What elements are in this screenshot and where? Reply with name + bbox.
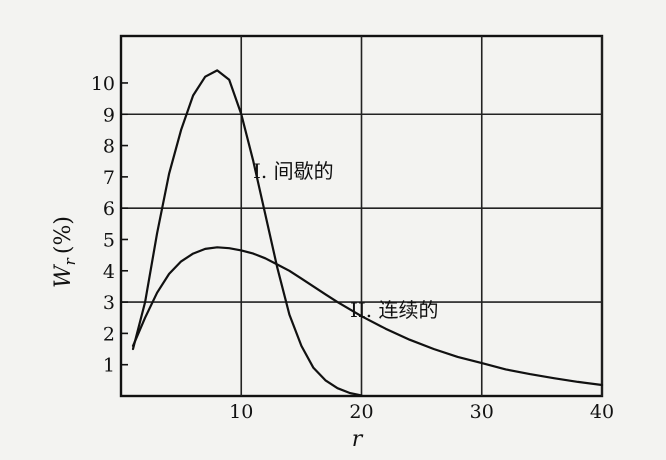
curve-label-1: I. 间歇的 <box>253 159 334 183</box>
y-tick-label: 4 <box>103 261 115 283</box>
series-line-1 <box>131 69 363 397</box>
x-axis-title: r <box>352 427 364 452</box>
y-axis-title: Wr (%) <box>51 216 79 288</box>
y-tick-label: 3 <box>103 292 115 314</box>
y-axis-title-unit: (%) <box>51 216 76 254</box>
x-tick-label: 10 <box>229 401 253 423</box>
y-tick-label: 7 <box>103 167 115 189</box>
y-tick-label: 6 <box>103 198 115 220</box>
x-axis: 10 20 30 40 <box>229 401 614 423</box>
y-tick-label: 8 <box>103 136 115 158</box>
series-line-2 <box>131 246 604 387</box>
y-tick-label: 5 <box>103 229 115 251</box>
y-tick-label: 1 <box>103 355 115 377</box>
y-tick-label: 2 <box>103 323 115 345</box>
y-tick-label: 10 <box>91 73 115 95</box>
y-axis: 1 2 3 4 5 6 7 8 9 10 <box>91 73 128 377</box>
x-tick-label: 40 <box>590 401 614 423</box>
y-tick-label: 9 <box>103 104 115 126</box>
x-tick-label: 30 <box>470 401 494 423</box>
series-group <box>131 69 604 397</box>
x-tick-label: 20 <box>349 401 373 423</box>
svg-text:Wr(%): Wr (%) <box>51 216 79 288</box>
curve-label-2: II. 连续的 <box>350 298 439 322</box>
y-axis-title-main: W <box>51 263 76 288</box>
grid <box>121 36 603 396</box>
y-axis-title-sub: r <box>61 257 79 265</box>
